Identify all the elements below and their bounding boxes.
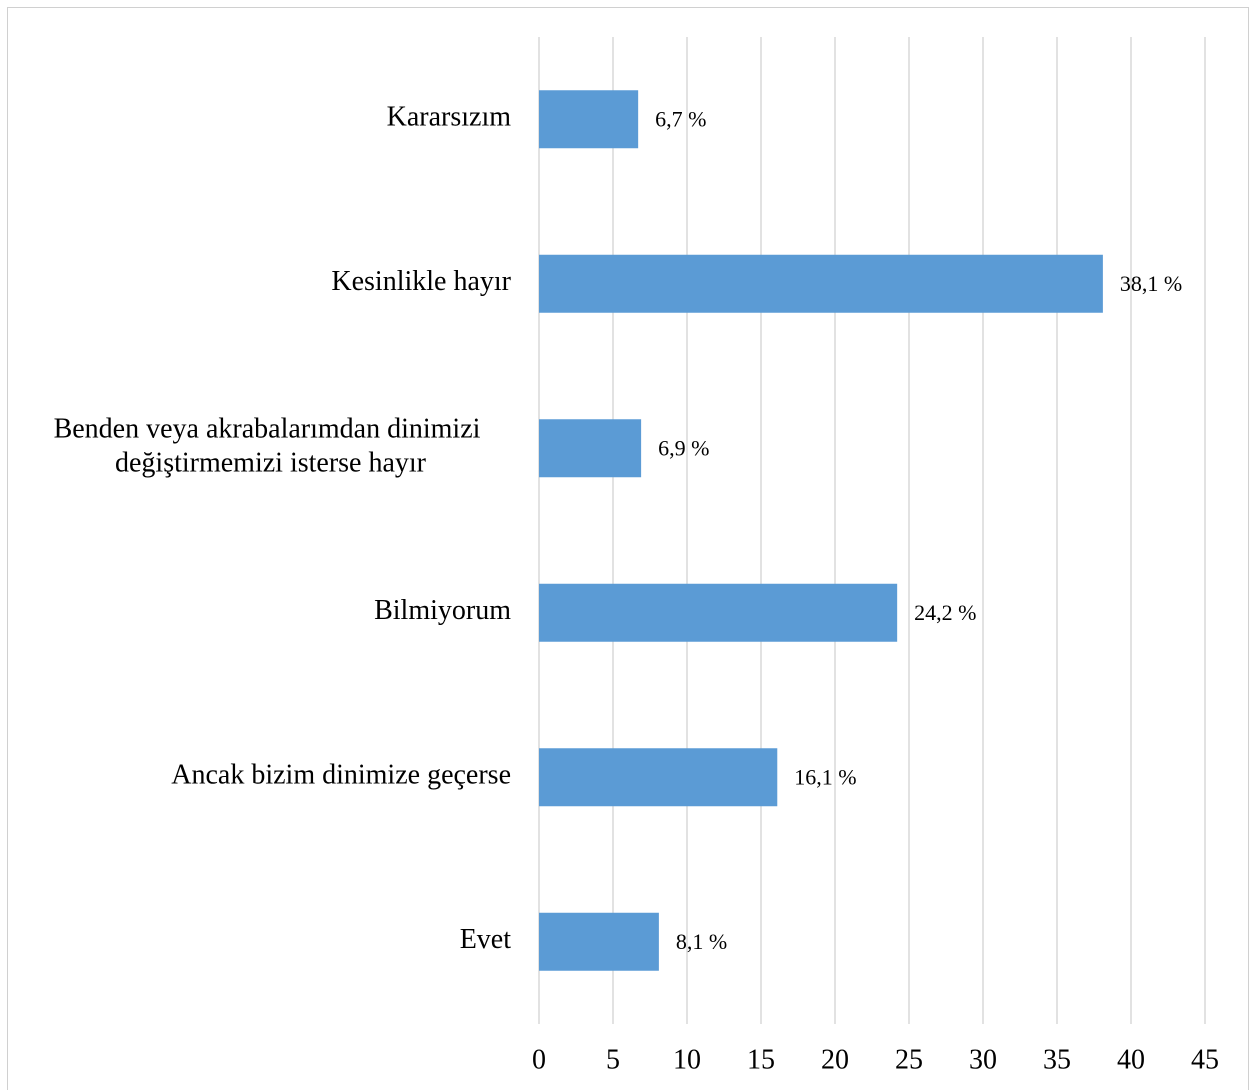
bar [539, 748, 778, 807]
x-tick-label: 30 [969, 1044, 997, 1075]
x-tick-label: 0 [532, 1044, 546, 1075]
x-tick-label: 40 [1117, 1044, 1145, 1075]
x-tick-label: 45 [1191, 1044, 1219, 1075]
x-tick-label: 20 [821, 1044, 849, 1075]
bar [539, 583, 898, 642]
y-tick-label: Kararsızım [387, 102, 512, 133]
chart-frame [7, 7, 1249, 1090]
value-label: 38,1 % [1120, 271, 1182, 296]
x-tick-label: 15 [747, 1044, 775, 1075]
bar [539, 90, 639, 149]
value-label: 16,1 % [794, 764, 856, 789]
y-tick-label: Benden veya akrabalarımdan dinimizi deği… [54, 414, 481, 479]
bar [539, 912, 659, 971]
y-tick-label: Bilmiyorum [374, 595, 511, 626]
x-tick-label: 10 [673, 1044, 701, 1075]
x-tick-label: 5 [606, 1044, 620, 1075]
bar [539, 419, 642, 478]
y-tick-label: Ancak bizim dinimize geçerse [171, 760, 511, 791]
value-label: 6,9 % [658, 435, 709, 460]
y-tick-label: Kesinlikle hayır [331, 266, 511, 297]
value-label: 6,7 % [655, 106, 706, 131]
x-tick-label: 35 [1043, 1044, 1071, 1075]
value-label: 24,2 % [914, 600, 976, 625]
value-label: 8,1 % [676, 929, 727, 954]
x-tick-label: 25 [895, 1044, 923, 1075]
y-tick-label: Evet [460, 924, 512, 955]
bar [539, 254, 1103, 313]
